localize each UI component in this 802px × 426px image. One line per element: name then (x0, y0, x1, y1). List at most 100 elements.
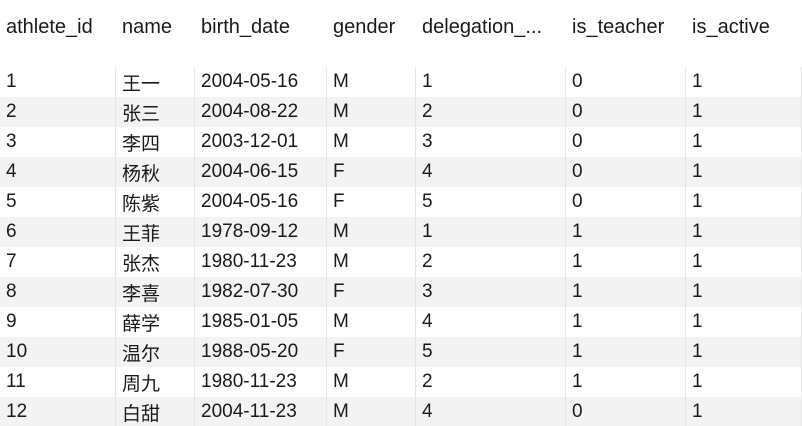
cell-gender[interactable]: F (327, 277, 416, 307)
cell-delegation[interactable]: 1 (416, 67, 566, 97)
cell-name[interactable]: 白甜 (116, 397, 195, 426)
cell-athlete-id[interactable]: 9 (0, 307, 116, 337)
cell-is-teacher[interactable]: 0 (566, 127, 686, 157)
cell-gender[interactable]: M (327, 67, 416, 97)
column-header-birth-date[interactable]: birth_date (195, 0, 327, 57)
column-header-delegation[interactable]: delegation_... (416, 0, 566, 57)
cell-athlete-id[interactable]: 7 (0, 247, 116, 277)
cell-birth-date[interactable]: 1978-09-12 (195, 217, 327, 247)
cell-birth-date[interactable]: 1985-01-05 (195, 307, 327, 337)
cell-name[interactable]: 李喜 (116, 277, 195, 307)
cell-birth-date[interactable]: 1988-05-20 (195, 337, 327, 367)
cell-gender[interactable]: F (327, 187, 416, 217)
cell-gender[interactable]: F (327, 157, 416, 187)
cell-athlete-id[interactable]: 10 (0, 337, 116, 367)
table-row[interactable]: 5 陈紫 2004-05-16 F 5 0 1 (0, 187, 802, 217)
cell-athlete-id[interactable]: 4 (0, 157, 116, 187)
cell-name[interactable]: 王菲 (116, 217, 195, 247)
cell-is-active[interactable]: 1 (686, 157, 802, 187)
cell-name[interactable]: 陈紫 (116, 187, 195, 217)
cell-is-teacher[interactable]: 1 (566, 247, 686, 277)
cell-is-active[interactable]: 1 (686, 337, 802, 367)
cell-delegation[interactable]: 2 (416, 367, 566, 397)
table-row[interactable]: 2 张三 2004-08-22 M 2 0 1 (0, 97, 802, 127)
cell-name[interactable]: 周九 (116, 367, 195, 397)
cell-athlete-id[interactable]: 2 (0, 97, 116, 127)
cell-athlete-id[interactable]: 8 (0, 277, 116, 307)
cell-is-teacher[interactable]: 0 (566, 397, 686, 426)
cell-birth-date[interactable]: 2004-06-15 (195, 157, 327, 187)
cell-is-active[interactable]: 1 (686, 187, 802, 217)
cell-birth-date[interactable]: 2004-05-16 (195, 67, 327, 97)
column-header-is-teacher[interactable]: is_teacher (566, 0, 686, 57)
cell-athlete-id[interactable]: 11 (0, 367, 116, 397)
cell-name[interactable]: 张三 (116, 97, 195, 127)
cell-name[interactable]: 温尔 (116, 337, 195, 367)
cell-gender[interactable]: F (327, 337, 416, 367)
cell-is-active[interactable]: 1 (686, 217, 802, 247)
table-row[interactable]: 1 王一 2004-05-16 M 1 0 1 (0, 67, 802, 97)
cell-gender[interactable]: M (327, 397, 416, 426)
cell-athlete-id[interactable]: 12 (0, 397, 116, 426)
cell-is-active[interactable]: 1 (686, 247, 802, 277)
cell-delegation[interactable]: 4 (416, 157, 566, 187)
cell-athlete-id[interactable]: 1 (0, 67, 116, 97)
column-header-is-active[interactable]: is_active (686, 0, 802, 57)
cell-name[interactable]: 张杰 (116, 247, 195, 277)
cell-gender[interactable]: M (327, 217, 416, 247)
cell-is-teacher[interactable]: 1 (566, 337, 686, 367)
cell-athlete-id[interactable]: 6 (0, 217, 116, 247)
cell-is-teacher[interactable]: 1 (566, 307, 686, 337)
cell-is-teacher[interactable]: 0 (566, 187, 686, 217)
column-header-gender[interactable]: gender (327, 0, 416, 57)
cell-birth-date[interactable]: 2004-05-16 (195, 187, 327, 217)
cell-birth-date[interactable]: 1980-11-23 (195, 367, 327, 397)
table-row[interactable]: 8 李喜 1982-07-30 F 3 1 1 (0, 277, 802, 307)
cell-delegation[interactable]: 1 (416, 217, 566, 247)
cell-delegation[interactable]: 2 (416, 97, 566, 127)
table-row[interactable]: 11 周九 1980-11-23 M 2 1 1 (0, 367, 802, 397)
cell-delegation[interactable]: 5 (416, 187, 566, 217)
cell-is-active[interactable]: 1 (686, 397, 802, 426)
cell-birth-date[interactable]: 2004-11-23 (195, 397, 327, 426)
table-row[interactable]: 12 白甜 2004-11-23 M 4 0 1 (0, 397, 802, 426)
cell-birth-date[interactable]: 2004-08-22 (195, 97, 327, 127)
cell-is-active[interactable]: 1 (686, 127, 802, 157)
table-row[interactable]: 7 张杰 1980-11-23 M 2 1 1 (0, 247, 802, 277)
cell-name[interactable]: 薛学 (116, 307, 195, 337)
cell-delegation[interactable]: 4 (416, 397, 566, 426)
cell-gender[interactable]: M (327, 367, 416, 397)
cell-gender[interactable]: M (327, 247, 416, 277)
cell-is-teacher[interactable]: 1 (566, 367, 686, 397)
cell-is-teacher[interactable]: 0 (566, 67, 686, 97)
cell-is-teacher[interactable]: 0 (566, 97, 686, 127)
cell-birth-date[interactable]: 1980-11-23 (195, 247, 327, 277)
table-row[interactable]: 4 杨秋 2004-06-15 F 4 0 1 (0, 157, 802, 187)
cell-athlete-id[interactable]: 5 (0, 187, 116, 217)
cell-birth-date[interactable]: 2003-12-01 (195, 127, 327, 157)
cell-is-teacher[interactable]: 1 (566, 277, 686, 307)
cell-gender[interactable]: M (327, 127, 416, 157)
cell-name[interactable]: 王一 (116, 67, 195, 97)
cell-delegation[interactable]: 3 (416, 127, 566, 157)
column-header-athlete-id[interactable]: athlete_id (0, 0, 116, 57)
cell-is-active[interactable]: 1 (686, 97, 802, 127)
cell-is-active[interactable]: 1 (686, 67, 802, 97)
cell-delegation[interactable]: 3 (416, 277, 566, 307)
table-row[interactable]: 9 薛学 1985-01-05 M 4 1 1 (0, 307, 802, 337)
cell-is-active[interactable]: 1 (686, 307, 802, 337)
cell-birth-date[interactable]: 1982-07-30 (195, 277, 327, 307)
cell-is-active[interactable]: 1 (686, 367, 802, 397)
cell-gender[interactable]: M (327, 307, 416, 337)
cell-is-active[interactable]: 1 (686, 277, 802, 307)
cell-gender[interactable]: M (327, 97, 416, 127)
cell-delegation[interactable]: 4 (416, 307, 566, 337)
table-row[interactable]: 3 李四 2003-12-01 M 3 0 1 (0, 127, 802, 157)
cell-delegation[interactable]: 5 (416, 337, 566, 367)
cell-is-teacher[interactable]: 0 (566, 157, 686, 187)
table-row[interactable]: 6 王菲 1978-09-12 M 1 1 1 (0, 217, 802, 247)
cell-is-teacher[interactable]: 1 (566, 217, 686, 247)
table-row[interactable]: 10 温尔 1988-05-20 F 5 1 1 (0, 337, 802, 367)
cell-name[interactable]: 杨秋 (116, 157, 195, 187)
cell-name[interactable]: 李四 (116, 127, 195, 157)
